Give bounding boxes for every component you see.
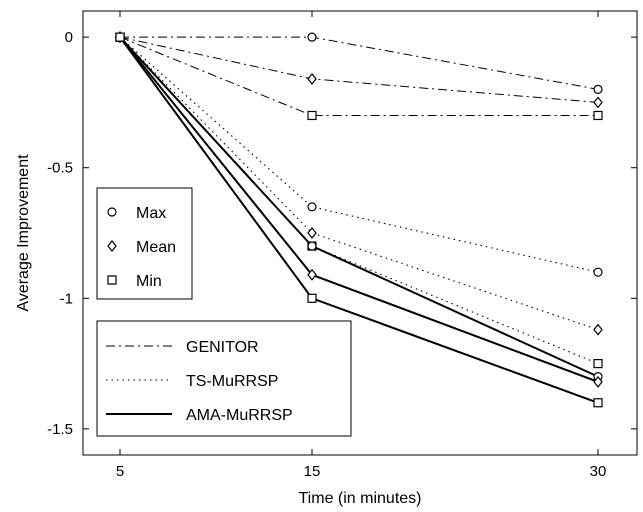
- data-point-min: [593, 358, 603, 369]
- data-point-min: [307, 293, 317, 303]
- line-legend: GENITOR TS-MuRRSP AMA-MuRRSP: [96, 320, 352, 437]
- x-axis-label: Time (in minutes): [299, 490, 422, 507]
- y-tick-label: 0: [65, 29, 73, 46]
- legend-min-marker: [107, 275, 117, 285]
- data-point-mean: [593, 96, 603, 109]
- legend-max-label: Max: [136, 205, 166, 222]
- data-point-min: [115, 32, 125, 42]
- markers-group: [115, 31, 603, 408]
- data-point-mean: [307, 227, 317, 239]
- data-point-max: [307, 202, 317, 212]
- data-point-mean: [307, 268, 317, 281]
- axis-ticks: 5 15 30 0 -0.5 -1 -1.5: [47, 11, 637, 480]
- legend-line-genitor-label: GENITOR: [186, 339, 259, 356]
- legend-min-label: Min: [136, 273, 162, 290]
- line-legend-box: [96, 320, 352, 437]
- plot-frame: [82, 10, 638, 456]
- data-point-min: [307, 110, 317, 121]
- marker-legend: Max Mean Min: [96, 187, 193, 300]
- x-tick-label: 15: [304, 463, 321, 480]
- y-axis-label: Average Improvement: [15, 154, 32, 312]
- legend-line-ts-murrsp-label: TS-MuRRSP: [186, 373, 278, 390]
- series-line-genitor-min: [119, 36, 598, 116]
- legend-mean-label: Mean: [136, 239, 176, 256]
- series-line-genitor-mean: [119, 36, 599, 103]
- data-point-min: [593, 110, 603, 121]
- legend-max-marker: [107, 207, 117, 217]
- legend-line-ama-murrsp-label: AMA-MuRRSP: [186, 407, 293, 424]
- series-line-genitor-max: [120, 36, 599, 90]
- data-point-max: [307, 32, 317, 42]
- legend-mean-marker: [107, 240, 117, 252]
- data-point-mean: [307, 72, 317, 85]
- data-point-max: [307, 241, 317, 251]
- data-point-mean: [593, 323, 603, 336]
- data-point-mean: [593, 375, 603, 388]
- y-tick-label: -0.5: [47, 160, 73, 177]
- data-point-max: [593, 84, 603, 94]
- y-tick-label: -1: [60, 290, 73, 307]
- series-line-ts-murrsp-max: [119, 36, 599, 273]
- x-tick-label: 30: [590, 463, 607, 480]
- x-tick-label: 5: [116, 463, 124, 480]
- data-point-min: [593, 398, 603, 408]
- data-point-max: [593, 267, 603, 277]
- y-tick-label: -1.5: [47, 421, 73, 438]
